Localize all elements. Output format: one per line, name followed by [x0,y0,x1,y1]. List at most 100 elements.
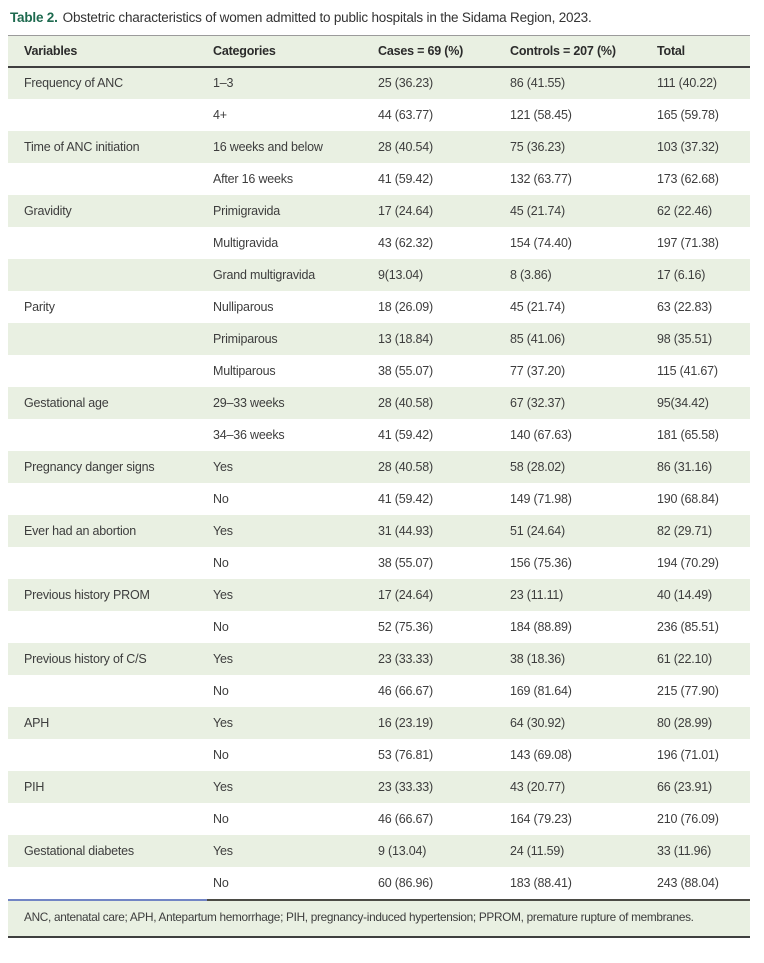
table-caption-text: Obstetric characteristics of women admit… [62,10,592,25]
total-cell: 61 (22.10) [657,651,712,666]
category-cell: No [213,747,229,762]
cases-cell: 13 (18.84) [378,331,433,346]
category-cell: Multigravida [213,235,278,250]
table-footnote: ANC, antenatal care; APH, Antepartum hem… [8,900,750,938]
table-row: Pregnancy danger signs Yes 28 (40.58) 58… [8,450,750,483]
category-cell: No [213,555,229,570]
table-row: Multigravida 43 (62.32) 154 (74.40) 197 … [8,227,750,259]
total-cell: 86 (31.16) [657,459,712,474]
cases-cell: 60 (86.96) [378,875,433,890]
column-header-total: Total [641,35,750,68]
table-row: Gestational diabetes Yes 9 (13.04) 24 (1… [8,834,750,867]
category-cell: Nulliparous [213,299,274,314]
controls-cell: 164 (79.23) [510,811,572,826]
category-cell: 29–33 weeks [213,395,285,410]
table-row: No 46 (66.67) 169 (81.64) 215 (77.90) [8,675,750,707]
cases-cell: 28 (40.58) [378,395,433,410]
variable-cell: Previous history PROM [24,587,150,602]
cases-cell: 23 (33.33) [378,651,433,666]
controls-cell: 169 (81.64) [510,683,572,698]
controls-cell: 86 (41.55) [510,76,565,90]
variable-cell [8,227,197,259]
category-cell: Yes [213,651,233,666]
cases-cell: 46 (66.67) [378,683,433,698]
table-row: No 53 (76.81) 143 (69.08) 196 (71.01) [8,739,750,771]
table-row: Grand multigravida 9(13.04) 8 (3.86) 17 … [8,258,750,291]
total-cell: 165 (59.78) [657,107,719,122]
table-row: Gestational age 29–33 weeks 28 (40.58) 6… [8,386,750,419]
table-row: PIH Yes 23 (33.33) 43 (20.77) 66 (23.91) [8,770,750,803]
table-row: Ever had an abortion Yes 31 (44.93) 51 (… [8,514,750,547]
table-row: Multiparous 38 (55.07) 77 (37.20) 115 (4… [8,355,750,387]
footnote-divider [8,898,750,901]
total-cell: 173 (62.68) [657,171,719,186]
variable-cell [8,675,197,707]
cases-cell: 23 (33.33) [378,779,433,794]
controls-cell: 64 (30.92) [510,715,565,730]
controls-cell: 67 (32.37) [510,395,565,410]
category-cell: 16 weeks and below [213,139,323,154]
controls-cell: 45 (21.74) [510,299,565,314]
category-cell: No [213,619,229,634]
total-cell: 63 (22.83) [657,299,712,314]
variable-cell [8,547,197,579]
category-cell: No [213,811,229,826]
variable-cell: Previous history of C/S [24,651,147,666]
category-cell: Yes [213,843,233,858]
category-cell: No [213,683,229,698]
cases-cell: 31 (44.93) [378,523,433,538]
variable-cell: PIH [24,779,45,794]
controls-cell: 183 (88.41) [510,875,572,890]
category-cell: 34–36 weeks [213,427,285,442]
total-cell: 197 (71.38) [657,235,719,250]
controls-cell: 154 (74.40) [510,235,572,250]
cases-cell: 28 (40.54) [378,139,433,154]
variable-cell [8,259,197,291]
variable-cell [8,739,197,771]
variable-cell: Ever had an abortion [24,523,137,538]
total-cell: 80 (28.99) [657,715,712,730]
cases-cell: 38 (55.07) [378,555,433,570]
controls-cell: 77 (37.20) [510,363,565,378]
table-row: Frequency of ANC 1–3 25 (36.23) 86 (41.5… [8,66,750,99]
category-cell: Yes [213,779,233,794]
cases-cell: 38 (55.07) [378,363,433,378]
cases-cell: 46 (66.67) [378,811,433,826]
cases-cell: 41 (59.42) [378,171,433,186]
controls-cell: 132 (63.77) [510,171,572,186]
variable-cell: Pregnancy danger signs [24,459,155,474]
total-cell: 95(34.42) [657,395,709,410]
controls-cell: 85 (41.06) [510,331,565,346]
table-row: Parity Nulliparous 18 (26.09) 45 (21.74)… [8,291,750,323]
column-header-categories: Categories [197,35,362,68]
controls-cell: 121 (58.45) [510,107,572,122]
variable-cell [8,99,197,131]
variable-cell [8,355,197,387]
controls-cell: 38 (18.36) [510,651,565,666]
controls-cell: 156 (75.36) [510,555,572,570]
cases-cell: 17 (24.64) [378,203,433,218]
variable-cell [8,483,197,515]
total-cell: 196 (71.01) [657,747,719,762]
total-cell: 194 (70.29) [657,555,719,570]
total-cell: 115 (41.67) [657,363,718,378]
cases-cell: 53 (76.81) [378,747,433,762]
category-cell: After 16 weeks [213,171,293,186]
total-cell: 190 (68.84) [657,491,719,506]
cases-cell: 41 (59.42) [378,427,433,442]
table-row: Gravidity Primigravida 17 (24.64) 45 (21… [8,194,750,227]
total-cell: 62 (22.46) [657,203,712,218]
table-row: Primiparous 13 (18.84) 85 (41.06) 98 (35… [8,322,750,355]
variable-cell: Gravidity [24,203,72,218]
cases-cell: 16 (23.19) [378,715,433,730]
variable-cell: Parity [24,299,55,314]
controls-cell: 43 (20.77) [510,779,565,794]
cases-cell: 25 (36.23) [378,76,433,90]
controls-cell: 75 (36.23) [510,139,565,154]
cases-cell: 28 (40.58) [378,459,433,474]
controls-cell: 184 (88.89) [510,619,572,634]
controls-cell: 143 (69.08) [510,747,572,762]
category-cell: Primigravida [213,203,281,218]
controls-cell: 58 (28.02) [510,459,565,474]
variable-cell [8,323,197,355]
